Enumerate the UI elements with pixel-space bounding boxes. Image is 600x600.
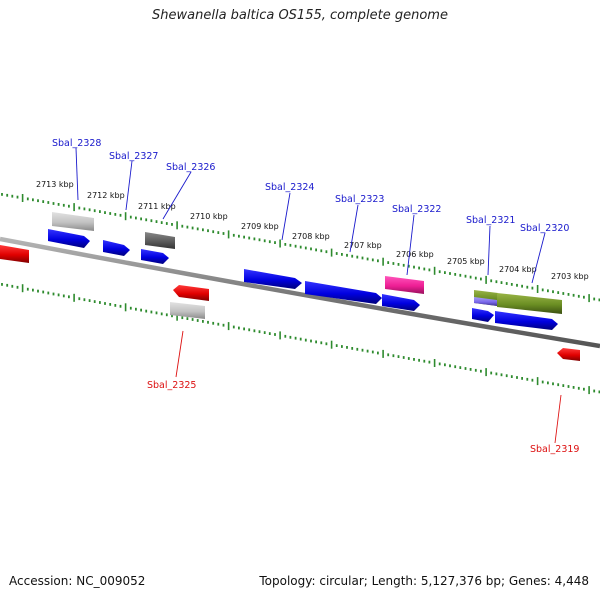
gene-label-sbal-2322[interactable]: Sbal_2322 <box>392 204 441 215</box>
kbp-label: 2704 kbp <box>499 265 537 274</box>
kbp-label: 2707 kbp <box>344 241 382 250</box>
gene-arrow-sbal-2322[interactable] <box>385 276 424 294</box>
gene-arrow-forward[interactable] <box>382 294 420 311</box>
gene-arrow-grey-reverse[interactable] <box>170 302 205 319</box>
kbp-label: 2711 kbp <box>138 202 176 211</box>
accession-text: Accession: NC_009052 <box>9 574 146 588</box>
kbp-label: 2703 kbp <box>551 272 589 281</box>
gene-arrow-sbal-2327[interactable] <box>103 240 130 256</box>
forward-tick-row <box>1 193 600 303</box>
genome-axis <box>0 236 600 349</box>
forward-genes <box>48 212 562 330</box>
gene-arrow-forward[interactable] <box>495 311 558 330</box>
gene-arrow-sbal-2323[interactable] <box>305 281 382 304</box>
kbp-label: 2710 kbp <box>190 212 228 221</box>
kbp-label: 2713 kbp <box>36 180 74 189</box>
reverse-tick-row <box>1 283 600 395</box>
gene-label-sbal-2328[interactable]: Sbal_2328 <box>52 138 101 149</box>
gene-arrow-sbal-2325[interactable] <box>173 285 209 301</box>
gene-label-sbal-2326[interactable]: Sbal_2326 <box>166 162 215 173</box>
gene-label-sbal-2325[interactable]: Sbal_2325 <box>147 380 196 391</box>
kbp-label: 2709 kbp <box>241 222 279 231</box>
gene-arrow-sbal-2326[interactable] <box>141 249 169 264</box>
gene-label-sbal-2321[interactable]: Sbal_2321 <box>466 215 515 226</box>
gene-arrow-purple[interactable] <box>474 297 497 306</box>
gene-arrow-sbal-2328[interactable] <box>48 229 90 248</box>
gene-arrow-forward[interactable] <box>472 308 494 322</box>
reverse-genes <box>0 245 580 361</box>
reverse-leader-lines <box>175 330 562 444</box>
gene-arrow-reverse-left-edge[interactable] <box>0 245 29 263</box>
gene-arrow-grey[interactable] <box>52 212 94 231</box>
kbp-label: 2712 kbp <box>87 191 125 200</box>
gene-labels: Sbal_2328 Sbal_2327 Sbal_2326 Sbal_2324 … <box>52 138 579 455</box>
forward-leader-lines <box>75 147 546 284</box>
kbp-label: 2705 kbp <box>447 257 485 266</box>
kbp-scale-labels: 2713 kbp 2712 kbp 2711 kbp 2710 kbp 2709… <box>36 180 589 281</box>
genome-title: Shewanella baltica OS155, complete genom… <box>152 8 448 23</box>
kbp-label: 2708 kbp <box>292 232 330 241</box>
gene-label-sbal-2323[interactable]: Sbal_2323 <box>335 194 384 205</box>
gene-label-sbal-2319[interactable]: Sbal_2319 <box>530 444 579 455</box>
gene-label-sbal-2320[interactable]: Sbal_2320 <box>520 223 569 234</box>
gene-arrow-sbal-2324[interactable] <box>244 269 302 289</box>
gene-arrow-sbal-2319[interactable] <box>557 348 580 361</box>
kbp-label: 2706 kbp <box>396 250 434 259</box>
gene-arrow-sbal-2320[interactable] <box>497 293 562 314</box>
gene-label-sbal-2324[interactable]: Sbal_2324 <box>265 182 314 193</box>
gene-label-sbal-2327[interactable]: Sbal_2327 <box>109 151 158 162</box>
gene-arrow-dark[interactable] <box>145 232 175 249</box>
genome-summary-text: Topology: circular; Length: 5,127,376 bp… <box>259 574 589 588</box>
